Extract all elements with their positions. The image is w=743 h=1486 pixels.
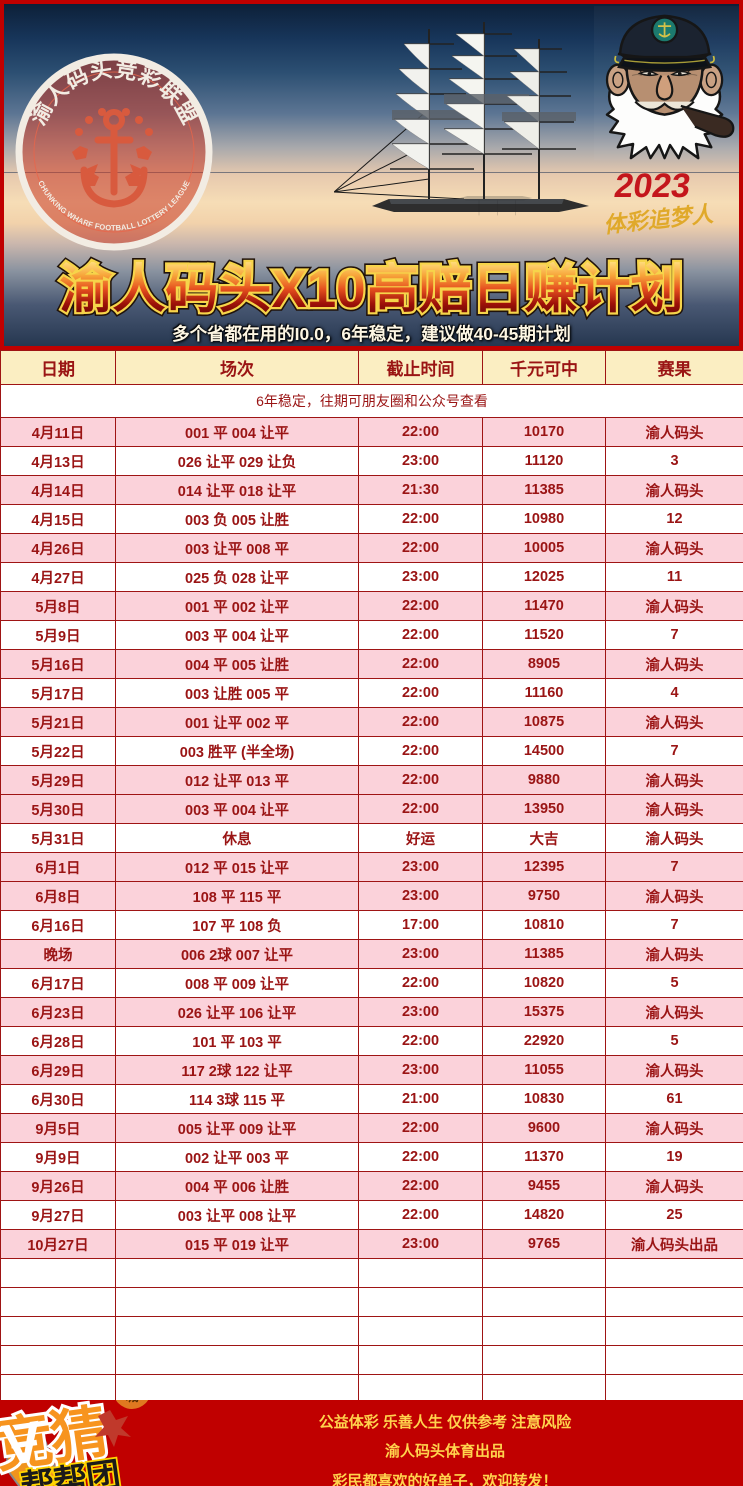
svg-text:2023: 2023 xyxy=(612,167,693,205)
svg-text:城: 城 xyxy=(125,1400,138,1404)
svg-text:体彩追梦人: 体彩追梦人 xyxy=(602,201,715,237)
